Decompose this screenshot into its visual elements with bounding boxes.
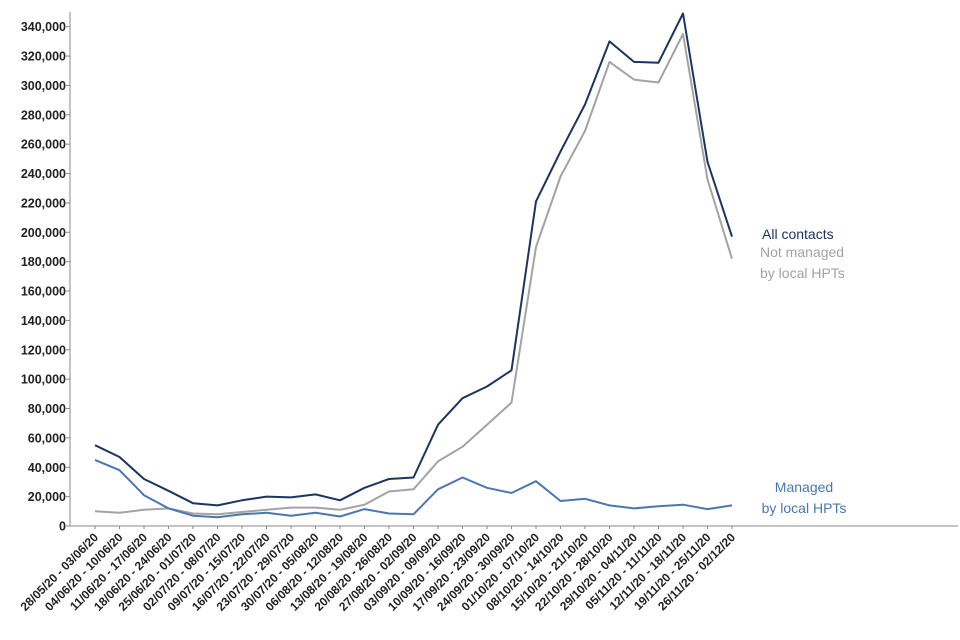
y-tick-label: 260,000 xyxy=(21,138,66,152)
series-line-0 xyxy=(94,12,733,507)
y-tick-label: 40,000 xyxy=(28,461,66,475)
y-tick-label: 220,000 xyxy=(21,196,66,210)
y-tick-label: 120,000 xyxy=(21,343,66,357)
series-label: by local HPTs xyxy=(762,500,847,516)
y-tick-label: 160,000 xyxy=(21,285,66,299)
y-tick-label: 140,000 xyxy=(21,314,66,328)
y-tick-label: 240,000 xyxy=(21,167,66,181)
series-label: Not managed xyxy=(760,244,844,260)
y-tick-label: 80,000 xyxy=(28,402,66,416)
series-label: All contacts xyxy=(762,226,834,242)
y-tick-label: 20,000 xyxy=(28,490,66,504)
y-tick-label: 60,000 xyxy=(28,431,66,445)
series-labels: All contacts Not managed by local HPTs Mana… xyxy=(760,226,846,516)
y-tick-label: 200,000 xyxy=(21,226,66,240)
series-lines xyxy=(94,12,733,519)
y-tick-label: 280,000 xyxy=(21,108,66,122)
series-label: Managed xyxy=(775,479,833,495)
y-tick-label: 320,000 xyxy=(21,50,66,64)
y-tick-label: 0 xyxy=(59,520,66,534)
y-tick-label: 340,000 xyxy=(21,20,66,34)
series-label: by local HPTs xyxy=(760,265,845,281)
y-tick-label: 100,000 xyxy=(21,373,66,387)
y-axis: 0 20,000 40,000 60,000 80,000 100,000 120,000 1… xyxy=(21,12,71,534)
series-line-1 xyxy=(94,33,733,516)
y-tick-label: 180,000 xyxy=(21,255,66,269)
y-tick-label: 300,000 xyxy=(21,79,66,93)
